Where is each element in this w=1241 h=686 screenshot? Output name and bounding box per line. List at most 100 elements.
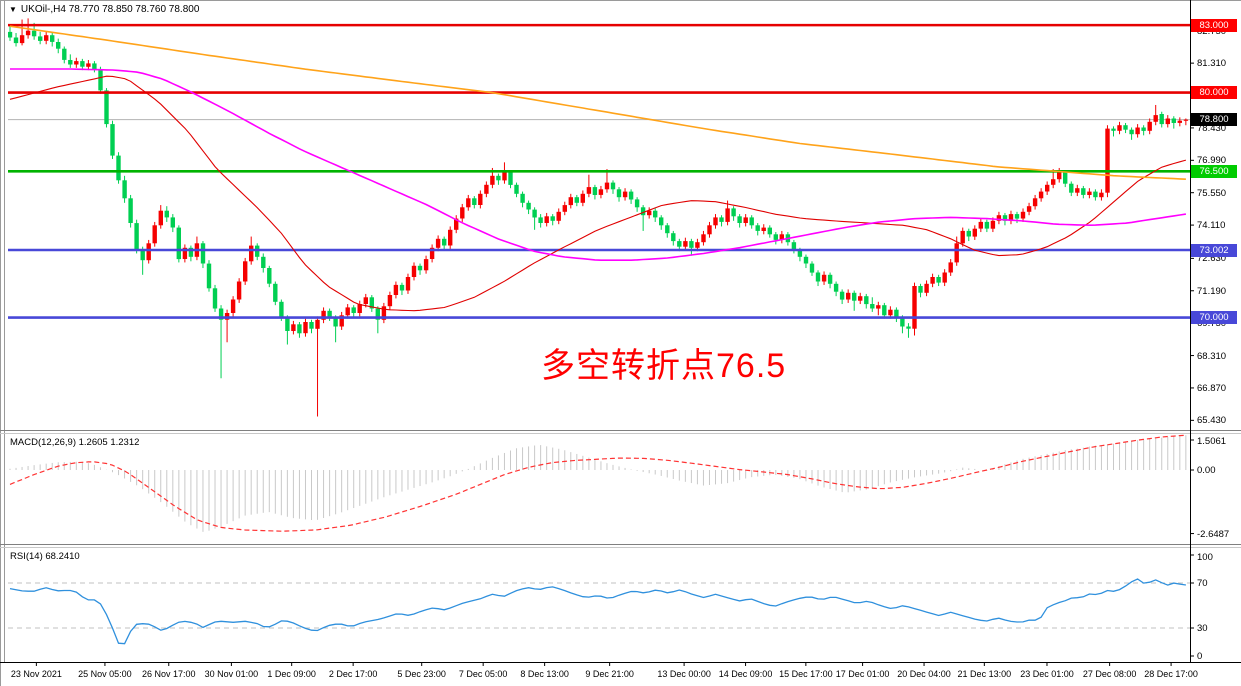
candle-body	[1165, 118, 1170, 125]
chart-dropdown-icon[interactable]: ▼	[9, 5, 17, 14]
candle-body	[411, 265, 417, 277]
candle-body	[249, 245, 254, 262]
candle-body	[1087, 191, 1092, 195]
candle-body	[1111, 128, 1116, 131]
candle-body	[918, 286, 923, 293]
rsi-tick-100: 100	[1197, 552, 1213, 563]
candle-body	[665, 225, 670, 234]
candle-body	[98, 69, 103, 91]
candle-body	[170, 217, 175, 228]
candle-body	[236, 281, 242, 300]
price-tick-71.190: 71.190	[1197, 285, 1227, 297]
date-label: 1 Dec 09:00	[267, 669, 316, 679]
date-label: 15 Dec 17:00	[779, 669, 833, 679]
candle-body	[104, 90, 109, 125]
candle-body	[405, 277, 411, 291]
candle-body	[580, 193, 585, 203]
rsi-pane[interactable]	[8, 578, 1190, 645]
candle-body	[448, 229, 453, 246]
rsi-tick-30: 30	[1197, 623, 1208, 634]
macd-tick-1.5061: 1.5061	[1197, 436, 1227, 447]
candle-body	[556, 211, 561, 221]
price-badge-73.002: 73.002	[1191, 243, 1237, 257]
candle-body	[990, 220, 996, 229]
candle-body	[846, 292, 851, 300]
candle-body	[659, 217, 664, 226]
symbol-title: ▼ UKOil-,H4 78.770 78.850 78.760 78.800	[9, 3, 199, 16]
price-badge-78.800: 78.800	[1191, 113, 1237, 127]
candle-body	[520, 193, 525, 203]
candle-body	[146, 243, 151, 261]
macd-tick--2.6487: -2.6487	[1197, 528, 1230, 540]
candle-body	[309, 322, 314, 329]
candle-body	[152, 225, 157, 244]
candle-body	[1105, 128, 1110, 193]
candle-body	[273, 283, 278, 302]
candle-body	[363, 297, 368, 304]
candle-body	[906, 326, 911, 329]
candle-body	[297, 324, 302, 334]
candle-body	[496, 175, 501, 181]
candle-body	[930, 277, 935, 284]
date-label: 26 Nov 17:00	[141, 669, 196, 679]
candle-body	[182, 247, 188, 259]
candle-body	[731, 208, 736, 217]
candle-body	[80, 61, 85, 67]
candle-body	[1177, 120, 1182, 123]
candle-body	[435, 238, 441, 248]
date-label: 8 Dec 13:00	[520, 669, 569, 679]
candle-body	[610, 182, 616, 190]
candle-body	[634, 199, 640, 208]
candle-body	[484, 184, 489, 194]
candle-body	[140, 250, 145, 261]
price-tick-66.870: 66.870	[1197, 382, 1227, 394]
main-price-pane[interactable]	[8, 18, 1190, 417]
candle-body	[755, 225, 760, 231]
candle-body	[68, 60, 73, 65]
candle-body	[291, 324, 296, 331]
candle-body	[948, 262, 953, 273]
candle-body	[19, 35, 25, 44]
candle-body	[86, 63, 91, 67]
macd-tick-0.00: 0.00	[1197, 465, 1216, 476]
date-label: 20 Dec 04:00	[897, 669, 951, 679]
candle-body	[936, 277, 941, 283]
candle-body	[25, 30, 31, 36]
candle-body	[164, 210, 169, 218]
candle-body	[478, 193, 483, 205]
candle-body	[1183, 119, 1189, 121]
price-badge-70.000: 70.000	[1191, 311, 1237, 325]
candle-body	[719, 217, 724, 222]
candle-body	[622, 191, 628, 198]
candle-body	[562, 205, 567, 212]
candle-body	[616, 189, 622, 198]
candle-body	[1147, 121, 1152, 131]
candle-body	[779, 234, 784, 240]
annotation-text: 多空转折点76.5	[541, 347, 787, 385]
date-label: 23 Dec 01:00	[1020, 669, 1074, 679]
candle-body	[743, 217, 748, 223]
candle-body	[1153, 115, 1158, 122]
candle-body	[653, 210, 658, 218]
candle-body	[1129, 129, 1134, 135]
candle-body	[267, 268, 272, 284]
candle-body	[134, 223, 139, 251]
date-label: 5 Dec 23:00	[397, 669, 446, 679]
candle-body	[460, 207, 465, 219]
date-label: 14 Dec 09:00	[718, 669, 773, 679]
candle-body	[381, 306, 387, 320]
macd-signal-line	[9, 434, 1186, 532]
candle-body	[809, 263, 815, 273]
price-badge-83.000: 83.000	[1191, 18, 1237, 32]
candle-body	[924, 283, 929, 293]
rsi-tick-0: 0	[1197, 651, 1203, 662]
candle-body	[1075, 188, 1080, 193]
macd-pane[interactable]	[9, 434, 1187, 532]
candle-body	[218, 308, 224, 320]
candle-body	[598, 189, 604, 195]
candle-body	[821, 274, 827, 282]
date-label: 9 Dec 21:00	[585, 669, 634, 679]
candle-body	[1123, 125, 1128, 130]
